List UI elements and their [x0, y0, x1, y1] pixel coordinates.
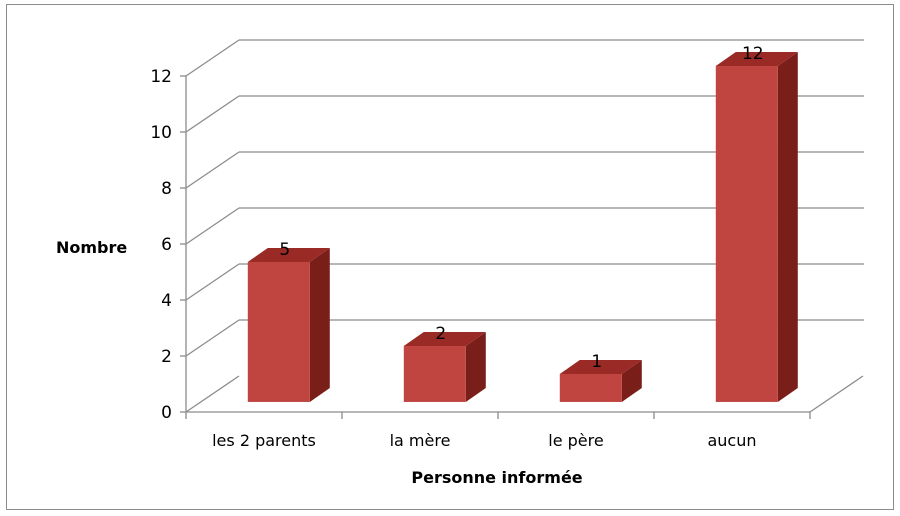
- category-label: aucun: [707, 431, 756, 450]
- gridline-diagonal: [185, 207, 240, 245]
- gridline-diagonal: [185, 375, 240, 413]
- bar-2: [403, 331, 486, 402]
- gridline-diagonal: [185, 319, 240, 357]
- gridline-diagonal: [185, 95, 240, 133]
- data-label: 5: [279, 240, 290, 260]
- y-tick-label: 4: [161, 291, 172, 311]
- y-tick-label: 10: [150, 123, 172, 143]
- bar-side: [777, 51, 798, 402]
- bar-side: [465, 331, 486, 402]
- data-label: 2: [435, 324, 446, 344]
- x-axis-title: Personne informée: [411, 468, 582, 487]
- bar-front: [247, 261, 310, 402]
- floor-edge: [809, 375, 864, 413]
- y-tick-label: 0: [161, 403, 172, 423]
- category-labels: les 2 parents la mère le père aucun: [212, 431, 756, 450]
- bar-3: [559, 359, 642, 402]
- bar-top: [715, 51, 798, 66]
- y-axis-title: Nombre: [56, 238, 127, 257]
- bar-side: [309, 247, 330, 402]
- gridline-diagonal: [185, 151, 240, 189]
- category-label: les 2 parents: [212, 431, 316, 450]
- chart-frame: [6, 4, 894, 510]
- bar-front: [715, 65, 778, 402]
- bars: [247, 51, 798, 402]
- data-label: 12: [742, 44, 764, 64]
- bar-4: [715, 51, 798, 402]
- gridline-diagonal: [185, 39, 240, 77]
- gridline-diagonal: [185, 263, 240, 301]
- y-tick-label: 8: [161, 179, 172, 199]
- data-label: 1: [591, 352, 602, 372]
- category-label: la mère: [390, 431, 451, 450]
- bar-front: [559, 373, 622, 402]
- y-tick-label: 2: [161, 347, 172, 367]
- category-label: le père: [548, 431, 603, 450]
- bar-1: [247, 247, 330, 402]
- y-tick-label: 6: [161, 235, 172, 255]
- axes: [180, 75, 864, 419]
- bar-top: [247, 247, 330, 262]
- bar-front: [403, 345, 466, 402]
- y-tick-labels: 0 2 4 6 8 10 12: [150, 67, 172, 423]
- bar-top: [559, 359, 642, 374]
- y-tick-label: 12: [150, 67, 172, 87]
- data-labels: 5 2 1 12: [279, 44, 763, 372]
- bar-top: [403, 331, 486, 346]
